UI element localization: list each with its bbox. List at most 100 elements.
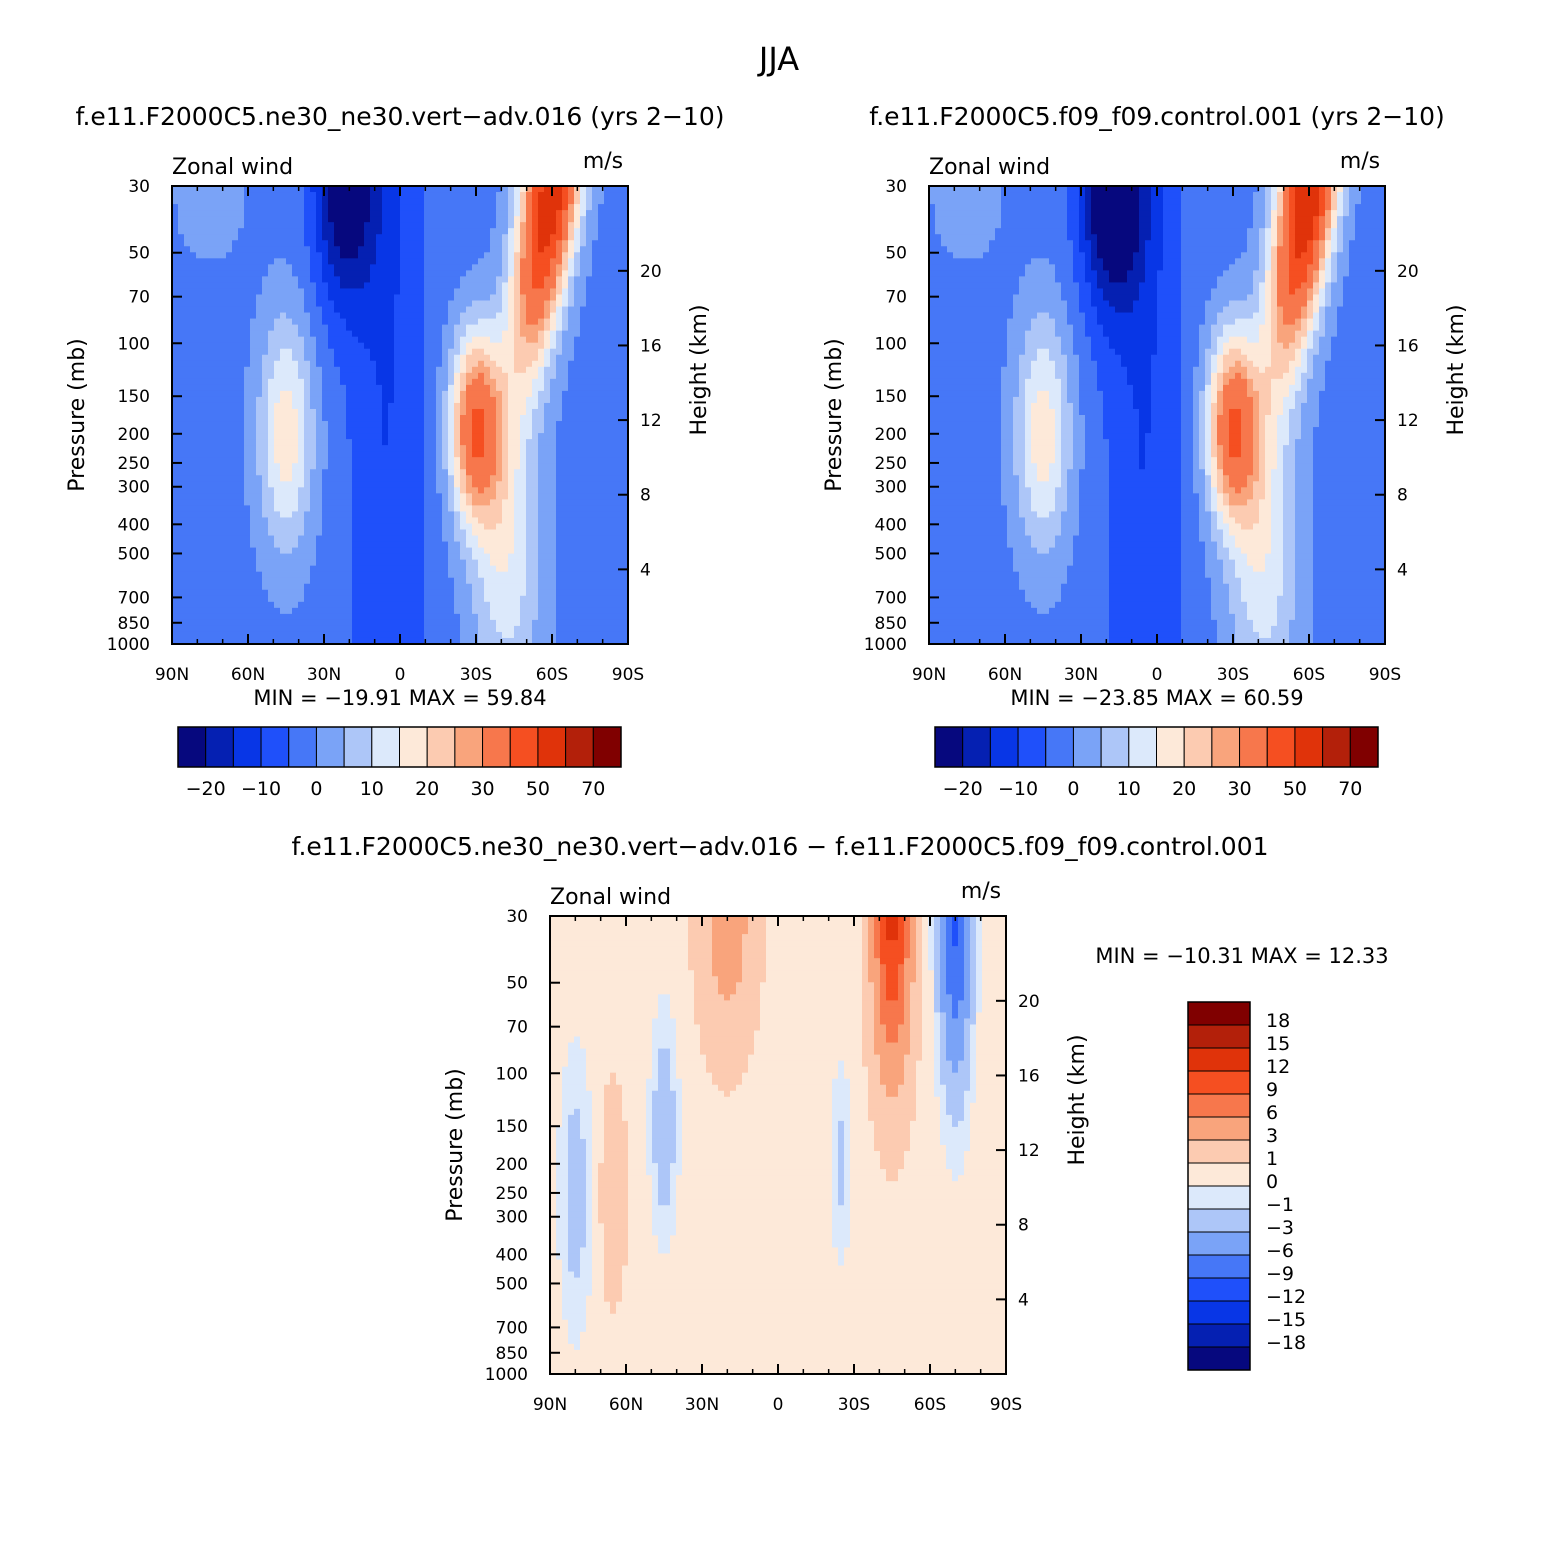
heatmap-cell [556,553,563,561]
heatmap-cell [196,487,203,494]
heatmap-cell [346,312,353,320]
heatmap-cell [250,475,257,482]
heatmap-cell [490,565,497,573]
heatmap-cell [172,384,179,392]
heatmap-cell [196,613,203,621]
heatmap-cell [508,565,515,573]
heatmap-cell [430,463,437,470]
heatmap-cell [370,306,377,314]
heatmap-cell [226,577,233,585]
heatmap-cell [382,607,389,615]
heatmap-cell [442,475,449,482]
heatmap-cell [238,306,245,314]
heatmap-cell [376,577,383,585]
heatmap-cell [460,252,467,259]
heatmap-cell [250,264,257,271]
heatmap-cell [172,433,179,440]
heatmap-cell [460,204,467,211]
heatmap-cell [448,384,455,392]
heatmap-cell [478,541,485,549]
heatmap-cell [298,396,305,404]
heatmap-cell [382,457,389,464]
heatmap-cell [412,402,419,410]
heatmap-cell [466,631,473,639]
heatmap-cell [346,342,353,350]
heatmap-cell [544,439,551,446]
heatmap-cell [430,625,437,633]
heatmap-cell [322,595,329,603]
heatmap-cell [466,306,473,314]
heatmap-cell [196,451,203,458]
heatmap-cell [280,619,287,627]
heatmap-cell [556,186,563,193]
heatmap-cell [184,517,191,525]
heatmap-cell [400,264,407,271]
heatmap-cell [430,433,437,440]
heatmap-cell [352,312,359,320]
heatmap-cell [544,228,551,235]
heatmap-cell [556,595,563,603]
heatmap-cell [226,210,233,217]
heatmap-cell [280,637,287,644]
heatmap-cell [448,270,455,277]
heatmap-cell [364,529,371,537]
heatmap-cell [424,402,431,410]
heatmap-cell [316,433,323,440]
heatmap-cell [238,234,245,241]
heatmap-cell [190,583,197,591]
heatmap-cell [508,306,515,314]
heatmap-cell [412,619,419,627]
heatmap-cell [262,427,269,434]
heatmap-cell [508,396,515,404]
heatmap-cell [502,523,509,531]
heatmap-cell [316,324,323,332]
heatmap-cell [514,258,521,265]
heatmap-cell [532,360,539,368]
heatmap-cell [454,228,461,235]
heatmap-cell [490,433,497,440]
heatmap-cell [220,222,227,229]
heatmap-cell [256,408,263,416]
heatmap-cell [274,276,281,284]
heatmap-cell [214,324,221,332]
heatmap-cell [508,577,515,585]
heatmap-cell [334,493,341,500]
heatmap-cell [406,469,413,476]
heatmap-cell [220,378,227,386]
heatmap-cell [454,192,461,199]
heatmap-cell [220,565,227,573]
heatmap-cell [448,583,455,591]
heatmap-cell [556,601,563,609]
heatmap-cell [190,559,197,567]
heatmap-cell [268,240,275,247]
heatmap-cell [394,421,401,428]
heatmap-cell [400,276,407,284]
heatmap-cell [304,511,311,519]
heatmap-cell [310,469,317,476]
heatmap-cell [394,204,401,211]
heatmap-cell [358,210,365,217]
heatmap-cell [502,595,509,603]
heatmap-cell [526,631,533,639]
heatmap-cell [412,396,419,404]
heatmap-cell [508,378,515,386]
heatmap-cell [466,517,473,525]
heatmap-cell [334,457,341,464]
heatmap-cell [508,204,515,211]
heatmap-cell [196,210,203,217]
heatmap-cell [238,553,245,561]
heatmap-cell [496,210,503,217]
heatmap-cell [268,360,275,368]
heatmap-cell [394,415,401,422]
heatmap-cell [220,541,227,549]
heatmap-cell [508,511,515,519]
heatmap-cell [496,469,503,476]
heatmap-cell [370,601,377,609]
heatmap-cell [406,390,413,398]
heatmap-cell [466,445,473,452]
heatmap-cell [370,499,377,506]
heatmap-cell [514,499,521,506]
heatmap-cell [184,475,191,482]
heatmap-cell [202,439,209,446]
heatmap-cell [436,348,443,356]
